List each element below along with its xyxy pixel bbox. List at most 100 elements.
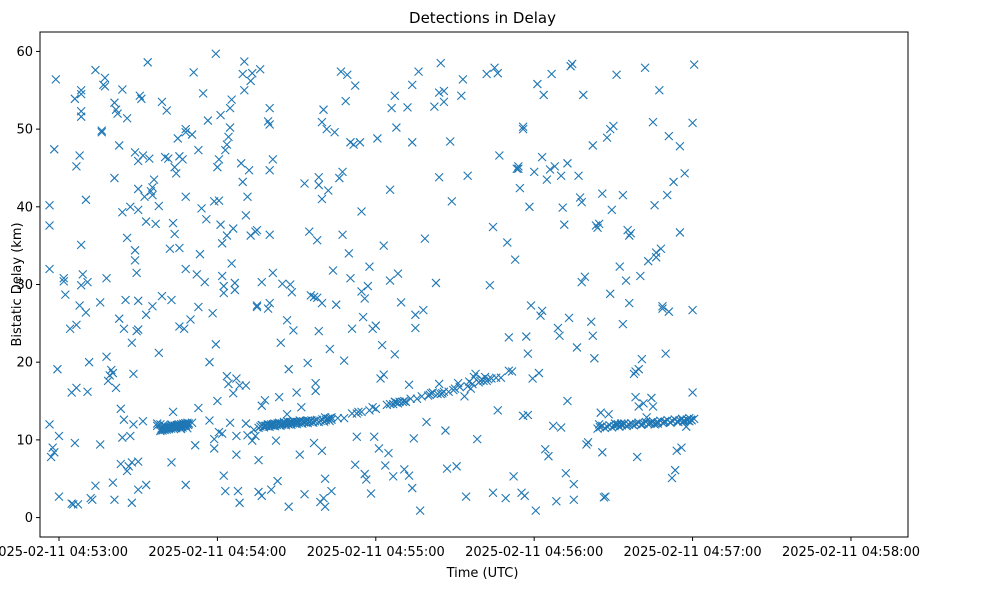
- data-point: [246, 76, 256, 86]
- data-point: [265, 298, 275, 308]
- data-point: [232, 374, 241, 383]
- data-point: [75, 151, 84, 160]
- data-point: [87, 495, 97, 505]
- data-point: [220, 145, 230, 155]
- data-point: [618, 190, 628, 200]
- data-point: [588, 141, 598, 150]
- data-point: [567, 59, 577, 69]
- data-point: [230, 278, 240, 288]
- data-point: [125, 431, 135, 441]
- data-point: [675, 228, 685, 237]
- x-tick-label: 2025-02-11 04:53:00: [0, 545, 128, 560]
- data-point: [447, 196, 457, 206]
- data-point: [542, 175, 552, 185]
- data-point: [365, 262, 374, 272]
- data-point: [168, 407, 178, 417]
- data-point: [214, 196, 224, 205]
- data-point: [244, 165, 254, 175]
- data-point: [45, 200, 54, 210]
- data-point: [239, 57, 249, 66]
- data-point: [339, 413, 349, 423]
- data-point: [45, 419, 54, 429]
- data-point: [179, 324, 189, 334]
- data-point: [289, 325, 298, 335]
- data-point: [170, 229, 180, 239]
- data-point: [525, 202, 534, 212]
- data-point: [434, 172, 444, 182]
- data-point: [222, 371, 232, 381]
- x-axis: 2025-02-11 04:53:00 2025-02-11 04:54:00 20…: [0, 537, 920, 560]
- data-point: [230, 285, 240, 295]
- data-point: [390, 350, 400, 359]
- data-point: [357, 407, 366, 417]
- data-point: [296, 402, 306, 412]
- data-point: [133, 325, 143, 334]
- data-point: [604, 409, 614, 419]
- data-point: [586, 317, 596, 327]
- x-tick-label: 2025-02-11 04:56:00: [465, 545, 603, 560]
- data-point: [664, 307, 674, 317]
- data-point: [300, 489, 309, 499]
- data-point: [614, 422, 624, 432]
- data-point: [205, 416, 214, 425]
- data-point: [490, 63, 499, 73]
- data-point: [547, 69, 557, 79]
- y-tick-label: 40: [16, 200, 33, 215]
- data-point: [227, 95, 237, 104]
- data-point: [442, 464, 452, 474]
- data-point: [485, 280, 495, 290]
- data-point: [265, 230, 275, 240]
- data-point: [574, 171, 583, 181]
- data-point: [51, 75, 61, 84]
- data-point: [658, 301, 667, 311]
- data-point: [357, 207, 366, 216]
- data-point: [548, 421, 558, 431]
- data-point: [622, 421, 631, 431]
- data-point: [455, 382, 465, 392]
- data-point: [228, 388, 238, 398]
- data-point: [292, 388, 301, 397]
- data-point: [688, 118, 697, 128]
- data-point: [632, 452, 642, 462]
- data-point: [247, 436, 257, 446]
- data-point: [311, 378, 320, 388]
- data-point: [125, 202, 135, 212]
- data-point: [648, 117, 658, 127]
- data-point: [317, 446, 327, 456]
- data-point: [241, 210, 251, 220]
- data-point: [338, 167, 347, 177]
- data-point: [328, 266, 338, 275]
- data-point: [133, 205, 143, 215]
- data-point: [523, 349, 533, 359]
- data-point: [439, 97, 449, 107]
- data-point: [184, 419, 194, 428]
- data-point: [119, 324, 129, 334]
- data-point: [323, 186, 333, 195]
- data-point: [136, 94, 146, 104]
- data-point: [615, 262, 625, 272]
- data-point: [235, 498, 244, 508]
- data-point: [327, 486, 336, 496]
- data-point: [246, 231, 256, 240]
- data-point: [344, 249, 354, 258]
- data-point: [312, 235, 322, 245]
- data-point: [612, 70, 621, 80]
- data-point: [190, 440, 200, 450]
- y-tick-label: 0: [25, 511, 33, 526]
- data-point: [618, 319, 628, 329]
- data-point: [501, 493, 511, 503]
- data-point: [219, 281, 229, 291]
- data-point: [360, 294, 370, 303]
- data-point: [311, 386, 320, 396]
- data-point: [213, 162, 222, 172]
- data-point: [463, 171, 473, 181]
- data-point: [108, 478, 118, 488]
- data-point: [84, 357, 94, 367]
- data-point: [46, 452, 56, 462]
- data-point: [387, 103, 397, 113]
- data-point: [255, 64, 265, 74]
- data-point: [607, 422, 617, 432]
- data-point: [635, 271, 645, 281]
- data-point: [72, 162, 81, 171]
- data-point: [513, 164, 523, 174]
